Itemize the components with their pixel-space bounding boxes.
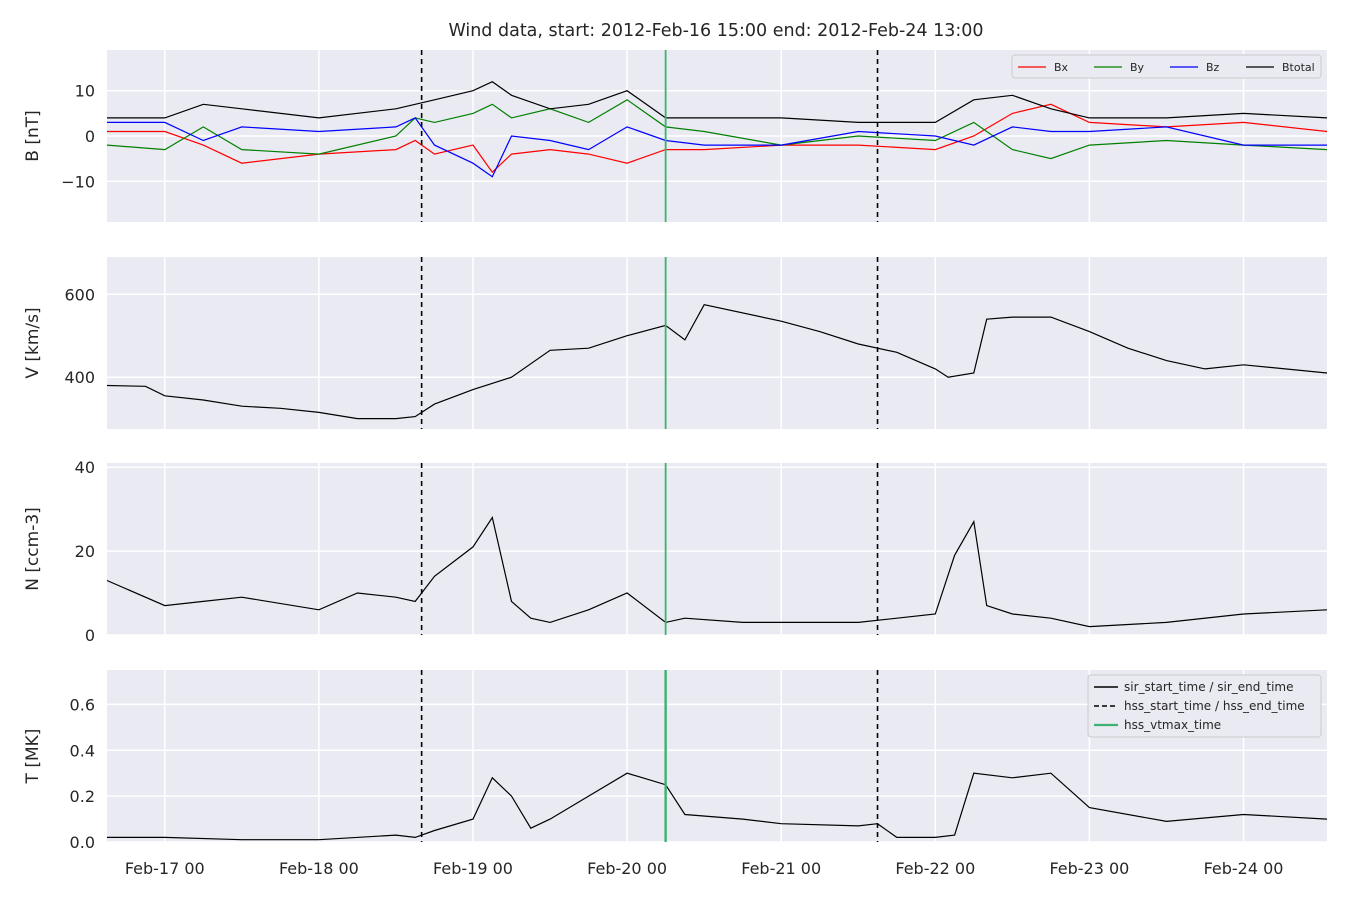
y-tick-label: 0.2	[70, 787, 95, 806]
legend-label: By	[1130, 61, 1145, 74]
x-tick-label: Feb-22 00	[895, 859, 975, 878]
y-tick-label: 0	[85, 127, 95, 146]
legend-label: Btotal	[1282, 61, 1315, 74]
y-axis-label: V [km/s]	[23, 307, 43, 378]
series-line-btotal	[107, 81, 1328, 124]
x-tick-label: Feb-17 00	[125, 859, 205, 878]
series-line-bx	[107, 103, 1328, 174]
y-tick-label: 10	[75, 82, 95, 101]
y-axis-label: N [ccm-3]	[23, 507, 43, 591]
series-line-velocity	[106, 304, 1328, 420]
x-tick-label: Feb-20 00	[587, 859, 667, 878]
figure-title: Wind data, start: 2012-Feb-16 15:00 end:…	[448, 21, 983, 41]
y-tick-label: 0.4	[70, 741, 95, 760]
series-line-temperature	[107, 772, 1328, 841]
series-line-bz	[107, 117, 1327, 178]
y-tick-label: 0.6	[70, 695, 95, 714]
legend-label: sir_start_time / sir_end_time	[1124, 680, 1294, 694]
series-line-by	[106, 99, 1328, 160]
legend-label: Bx	[1054, 61, 1069, 74]
x-tick-label: Feb-21 00	[741, 859, 821, 878]
series-line-density	[106, 515, 1328, 628]
y-tick-label: 600	[64, 285, 95, 304]
panel-temperature: 0.6 0.4 0.2 0.0 T [MK] Feb-17 00 Feb-18 00 Feb-…	[23, 670, 1328, 878]
legend-label: Bz	[1206, 61, 1220, 74]
y-tick-label: 40	[75, 458, 95, 477]
x-tick-label: Feb-18 00	[279, 859, 359, 878]
plot-background	[107, 257, 1327, 429]
panel-velocity: 600 400 V [km/s]	[23, 257, 1328, 429]
panel-magnetic_field: 10 0 −10 B [nT] Bx By Bz Btotal	[23, 50, 1328, 222]
legend-label: hss_start_time / hss_end_time	[1124, 699, 1305, 713]
x-tick-label: Feb-24 00	[1204, 859, 1284, 878]
y-tick-label: 20	[75, 542, 95, 561]
x-tick-label: Feb-19 00	[433, 859, 513, 878]
y-tick-label: 0	[85, 626, 95, 645]
plot-background	[107, 463, 1327, 635]
panel-density: 40 20 0 N [ccm-3]	[23, 458, 1328, 645]
y-tick-label: 400	[64, 368, 95, 387]
y-tick-label: −10	[61, 172, 95, 191]
legend-label: hss_vtmax_time	[1124, 718, 1221, 732]
y-tick-label: 0.0	[70, 833, 95, 852]
y-axis-label: B [nT]	[23, 110, 43, 162]
legend-box	[1087, 674, 1322, 738]
y-axis-label: T [MK]	[23, 729, 43, 785]
x-tick-label: Feb-23 00	[1049, 859, 1129, 878]
legend-box	[1011, 54, 1322, 79]
